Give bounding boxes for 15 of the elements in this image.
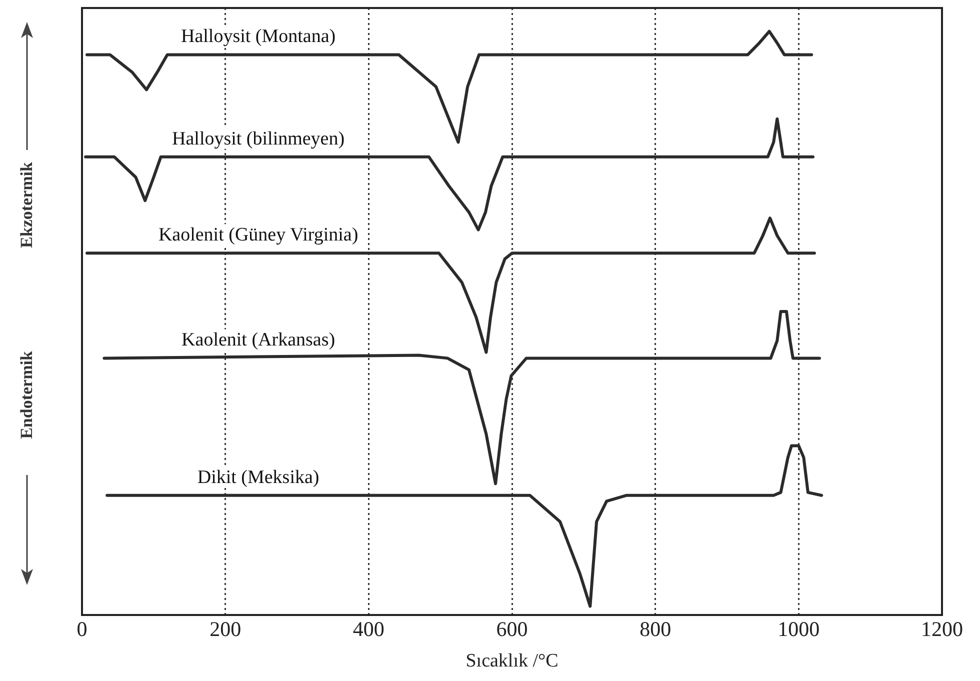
x-tick-label: 400 <box>352 617 384 642</box>
x-axis-title: Sıcaklık /°C <box>466 650 558 672</box>
x-tick-label: 1000 <box>778 617 820 642</box>
text: Endotermik <box>16 351 37 439</box>
x-tick-label: 0 <box>76 617 88 642</box>
x-tick-label: 800 <box>640 617 672 642</box>
series-label: Kaolenit (Arkansas) <box>182 330 336 351</box>
series-label: Kaolenit (Güney Virginia) <box>158 224 358 246</box>
series-label: Dikit (Meksika) <box>197 466 320 488</box>
x-tick-label: 1200 <box>921 617 963 642</box>
series-label: Halloysit (Montana) <box>180 26 336 48</box>
x-tick-label: 600 <box>496 617 528 642</box>
text: Ekzotermik <box>16 162 37 248</box>
series-label: Halloysit (bilinmeyen) <box>172 128 345 150</box>
x-tick-label: 200 <box>210 617 242 642</box>
